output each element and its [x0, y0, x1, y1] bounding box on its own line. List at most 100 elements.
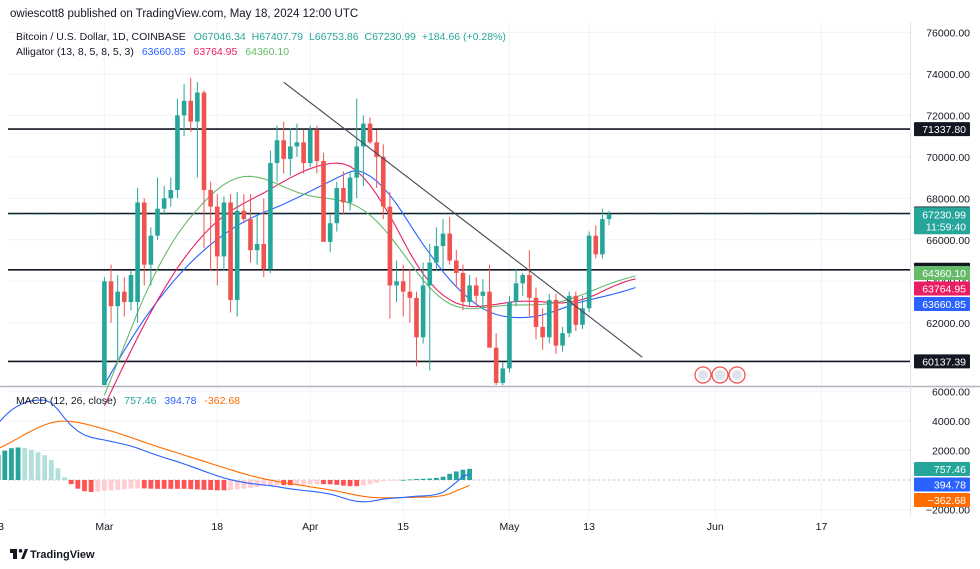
candle: [294, 123, 300, 157]
macd-hist-bar: [62, 477, 67, 480]
macd-hist-bar: [268, 480, 273, 486]
candle-body: [394, 281, 399, 286]
candle-body: [500, 368, 506, 383]
candle: [175, 98, 180, 199]
macd-hist-bar: [55, 468, 61, 480]
macd-macd-label: 394.78: [914, 477, 970, 492]
candle-body: [354, 146, 360, 178]
macd-hist-bar: [347, 480, 353, 487]
candle-body: [347, 177, 353, 203]
flag-icon-inner: [698, 370, 708, 380]
tradingview-logo: TradingView: [10, 549, 95, 561]
candle-body: [161, 198, 167, 209]
candle: [593, 225, 599, 259]
candle: [248, 194, 253, 263]
alligator-teeth-value: 63764.95: [194, 46, 238, 58]
macd-hist-bar: [22, 448, 28, 480]
level-price-label: 60137.39: [914, 354, 970, 369]
indicator-badges[interactable]: [694, 366, 746, 384]
time-tick-label: May: [500, 521, 521, 533]
time-tick-label: 15: [397, 521, 409, 533]
macd-hist-bar: [287, 480, 293, 486]
candle: [493, 333, 499, 385]
candle-body: [493, 347, 499, 383]
candle: [580, 295, 585, 329]
macd-hist-bar: [241, 480, 247, 489]
candle-body: [586, 235, 592, 309]
candle: [400, 264, 406, 317]
macd-hist-bar: [0, 454, 1, 480]
candle-body: [341, 187, 346, 203]
candle: [108, 264, 114, 323]
macd-hist-bar: [274, 480, 280, 486]
candle-body: [314, 129, 320, 161]
candle: [553, 293, 559, 354]
current-price-text: 67230.99: [922, 209, 966, 221]
candle-body: [135, 202, 140, 303]
candle: [367, 117, 373, 145]
macd-hist-bar: [434, 477, 439, 480]
candle-body: [228, 202, 233, 300]
candle-body: [546, 299, 552, 338]
macd-hist-bar: [327, 480, 333, 485]
candle: [281, 121, 286, 174]
candle: [241, 194, 247, 224]
alligator-teeth-label-text: 63764.95: [922, 284, 966, 296]
candle: [447, 216, 452, 265]
candle: [361, 115, 366, 186]
candle-body: [248, 219, 253, 251]
macd-hist-bar: [394, 480, 399, 481]
candle: [288, 127, 293, 176]
macd-hist-bar: [261, 480, 267, 487]
candle-body: [261, 243, 267, 269]
candle-body: [440, 233, 446, 247]
candle: [141, 198, 147, 286]
level-price-label-text: 71337.80: [922, 124, 966, 136]
alligator-lips-value: 64360.10: [245, 46, 289, 58]
candle: [434, 227, 439, 271]
macd-hist-bar: [155, 480, 160, 489]
candle-body: [407, 291, 413, 298]
macd-hist-bar: [380, 480, 386, 482]
candle-body: [321, 160, 326, 242]
candle: [374, 129, 379, 188]
candle: [527, 250, 532, 317]
candle: [420, 262, 426, 344]
candle-body: [148, 235, 154, 265]
candle-body: [467, 285, 472, 303]
alligator-jaw-label-text: 63660.85: [922, 299, 966, 311]
candle-body: [487, 291, 492, 348]
price-tick-label: 68000.00: [926, 193, 970, 205]
candle-body: [454, 260, 459, 273]
candle-body: [573, 295, 579, 325]
candle: [327, 214, 333, 253]
candle: [573, 291, 579, 332]
macd-histogram-label-bg: [914, 462, 970, 476]
legend-low: L66753.86: [309, 31, 359, 43]
macd-hist-bar: [214, 480, 220, 491]
time-tick-label: 13: [0, 521, 4, 533]
candle: [500, 362, 506, 385]
candle: [473, 277, 479, 305]
candle: [135, 187, 140, 323]
macd-hist-bar: [374, 480, 380, 483]
trendline-group: [283, 81, 643, 358]
candle: [148, 227, 154, 286]
alligator-jaw-value: 63660.85: [142, 46, 186, 58]
macd-hist-bar: [181, 480, 187, 489]
candle-body: [473, 285, 479, 296]
time-tick-label: Jun: [707, 521, 724, 533]
candle: [560, 326, 565, 352]
trendline: [283, 81, 643, 358]
candle-body: [560, 333, 565, 346]
level-price-label-bg: [914, 354, 970, 369]
macd-hist-bar: [460, 469, 466, 480]
candle-body: [208, 190, 213, 207]
candle-body: [188, 100, 194, 122]
price-tick-label: 70000.00: [926, 152, 970, 164]
macd-tick-label: 2000.00: [932, 446, 970, 458]
candle: [533, 287, 539, 340]
logo-mark-slash: [21, 549, 28, 559]
macd-hist-bar: [453, 471, 459, 480]
